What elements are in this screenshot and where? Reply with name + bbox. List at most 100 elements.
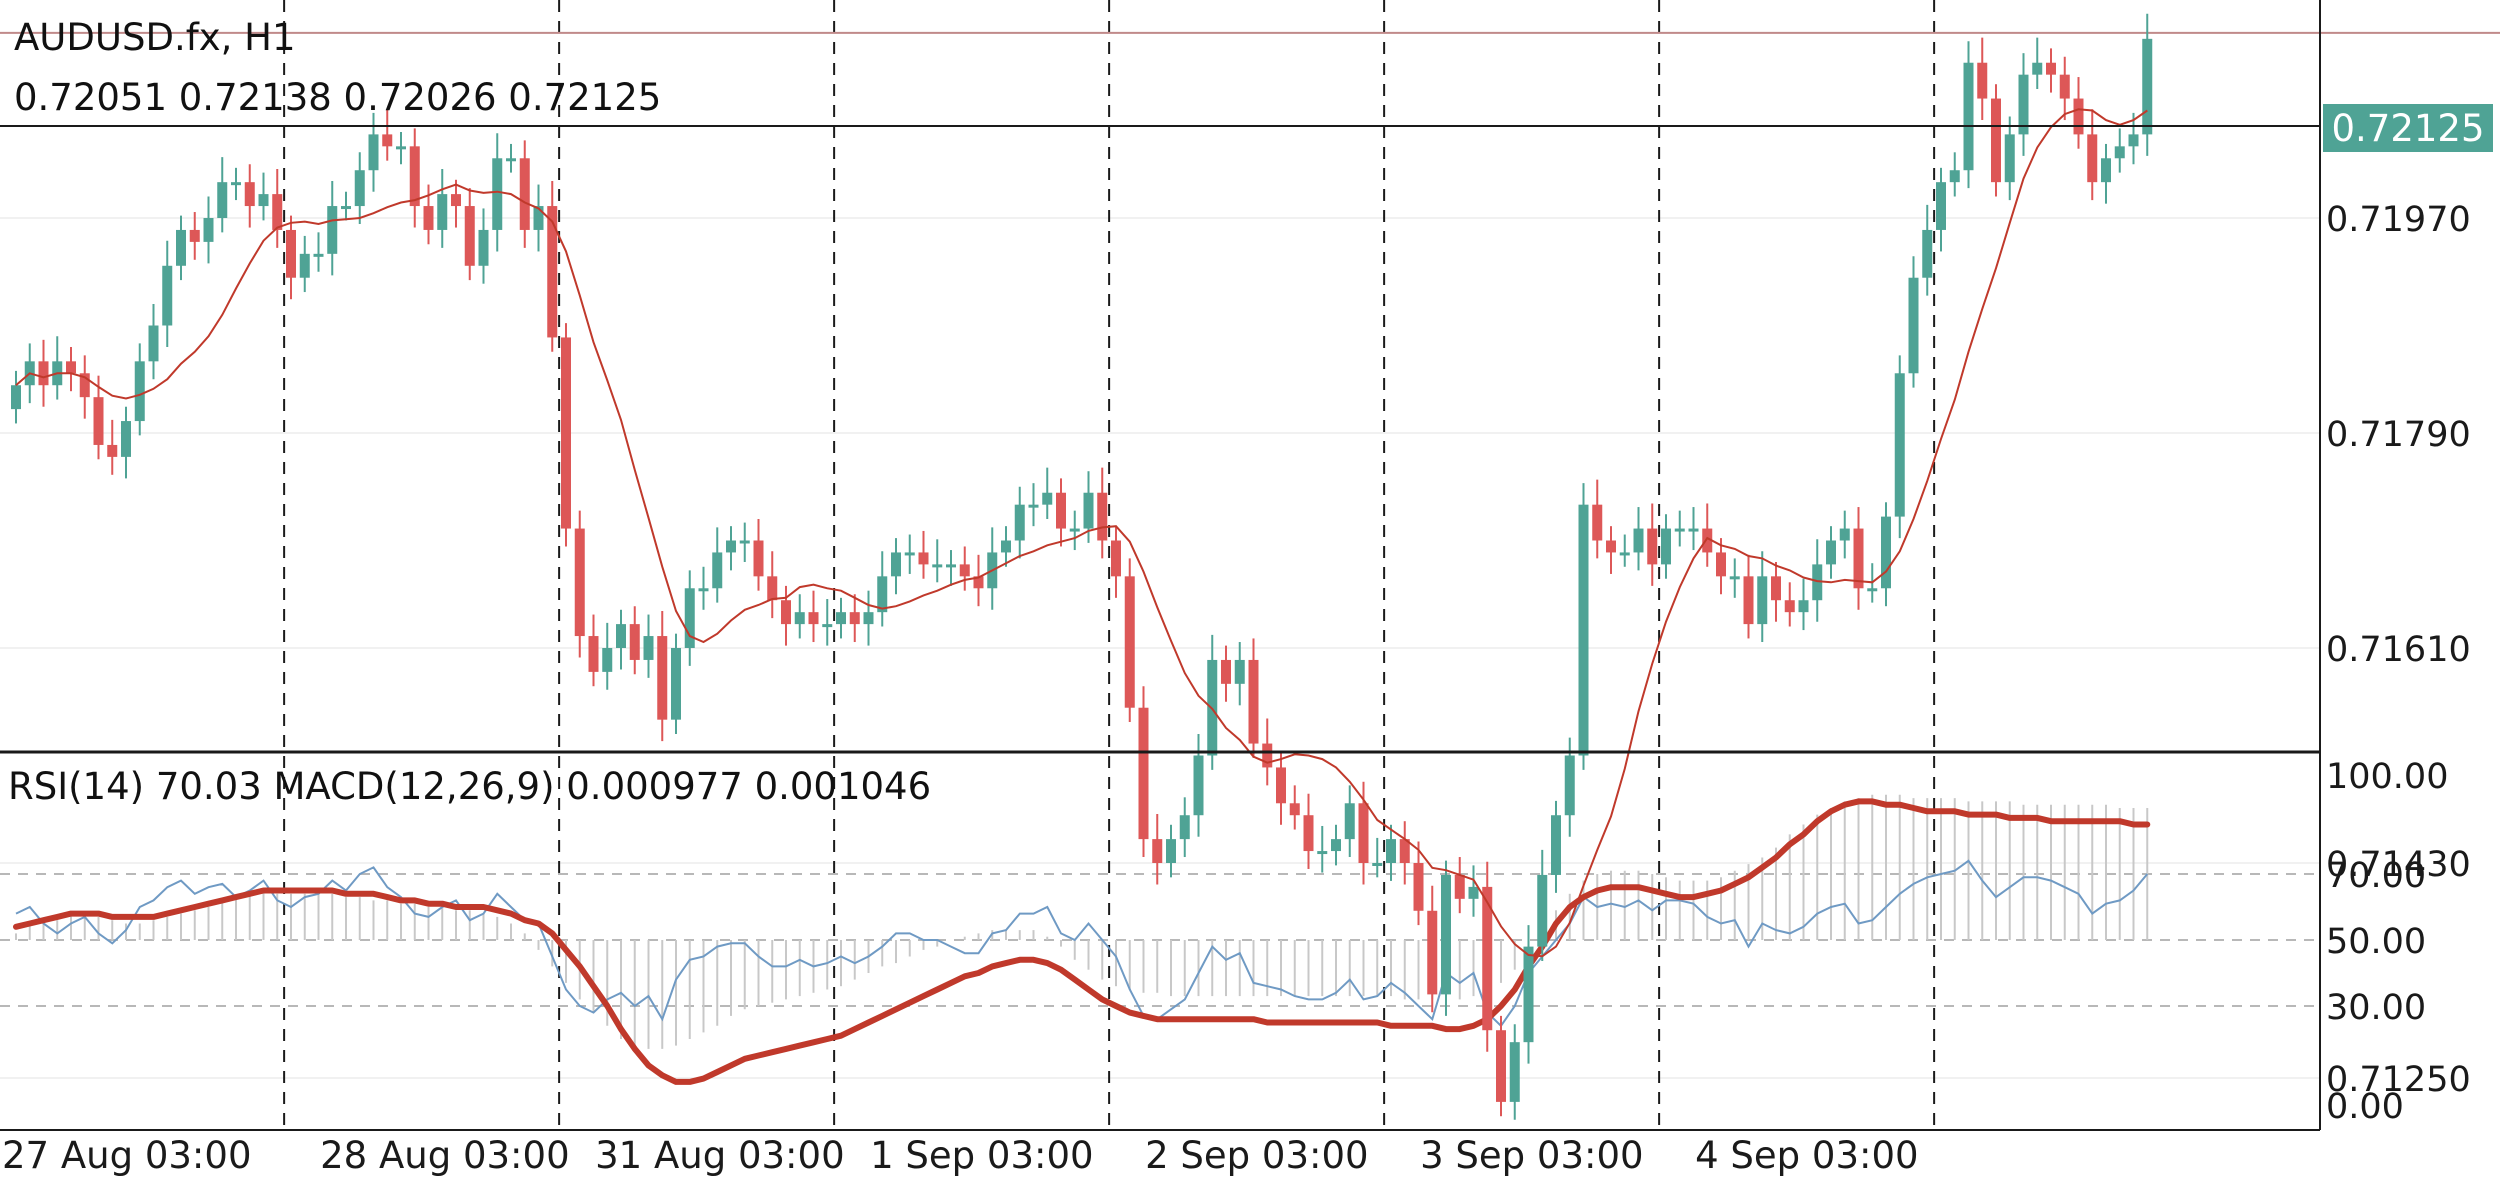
candle-body — [437, 194, 448, 230]
candle-body — [602, 648, 613, 672]
indicator-axis[interactable]: 100.00 70.00 50.00 30.00 0.00 — [2326, 757, 2448, 1127]
candle-body — [1619, 552, 1630, 556]
candle-body — [189, 229, 200, 242]
candle-body — [2032, 62, 2043, 75]
candle-body — [1262, 743, 1273, 768]
price-axis-tick-label: 0.71790 — [2326, 415, 2471, 455]
candle-body — [1028, 504, 1039, 508]
candle-body — [217, 182, 228, 218]
candle-body — [258, 194, 269, 207]
candle-body — [863, 612, 874, 625]
candle-body — [2046, 62, 2056, 75]
candle-body — [959, 564, 970, 577]
price-axis[interactable]: 0.71970 0.71790 0.71610 0.71430 0.71250 — [2326, 200, 2471, 1100]
price-axis-tick-label: 0.71970 — [2326, 200, 2471, 240]
candle-body — [877, 576, 888, 613]
candle-body — [176, 229, 186, 266]
candle-body — [409, 146, 420, 207]
candle-body — [1784, 600, 1795, 613]
candle-body — [2059, 74, 2070, 99]
last-price-tag — [2323, 104, 2493, 152]
candle-body — [561, 337, 571, 529]
candle-body — [396, 146, 406, 150]
time-axis-label: 28 Aug 03:00 — [320, 1134, 569, 1177]
candle-body — [1496, 1030, 1506, 1102]
candle-body — [1441, 874, 1451, 995]
last-price-tag-label: 0.72125 — [2331, 107, 2484, 150]
indicator-title: RSI(14) 70.03 MACD(12,26,9) 0.000977 0.0… — [8, 765, 931, 808]
macd-histogram — [15, 794, 2149, 1049]
candle-body — [506, 158, 516, 162]
candle-body — [808, 612, 819, 625]
candle-body — [1248, 659, 1259, 744]
candle-body — [244, 182, 255, 207]
candle-body — [1482, 886, 1493, 1031]
rsi-line — [15, 859, 2149, 1028]
candle-body — [1647, 528, 1658, 565]
time-axis-label: 31 Aug 03:00 — [595, 1134, 844, 1177]
candle-body — [2114, 146, 2125, 159]
candle-body — [849, 612, 860, 625]
candle-body — [1289, 803, 1300, 816]
candle-body — [1358, 803, 1369, 863]
candle-body — [286, 229, 296, 278]
candle-body — [1111, 540, 1121, 577]
candlestick-series — [11, 13, 2153, 1120]
candle-body — [932, 564, 943, 568]
candle-body — [1963, 62, 1974, 171]
candle-body — [1386, 839, 1396, 863]
candle-body — [1908, 277, 1919, 374]
candle-body — [1633, 528, 1644, 553]
candle-body — [1042, 492, 1053, 505]
candle-body — [1661, 528, 1671, 565]
symbol-title: AUDUSD.fx, H1 — [14, 16, 296, 59]
candle-body — [299, 253, 310, 278]
candle-body — [1372, 863, 1383, 866]
time-axis[interactable]: 27 Aug 03:00 28 Aug 03:00 31 Aug 03:00 1 Se… — [2, 1134, 1919, 1177]
candle-body — [574, 528, 585, 637]
candle-body — [203, 218, 214, 242]
candle-body — [767, 576, 778, 601]
indicator-axis-tick-label: 70.00 — [2326, 856, 2426, 896]
candle-body — [891, 552, 901, 577]
candle-body — [1001, 540, 1011, 553]
candle-body — [1564, 755, 1575, 816]
candle-body — [272, 194, 283, 230]
candle-body — [1523, 946, 1534, 1043]
candle-body — [973, 576, 984, 589]
candle-body — [1826, 540, 1836, 565]
time-axis-label: 1 Sep 03:00 — [870, 1134, 1093, 1177]
candle-body — [423, 206, 434, 230]
candle-body — [1729, 576, 1740, 580]
candle-body — [547, 206, 558, 338]
candle-body — [726, 540, 736, 553]
candle-body — [1771, 576, 1781, 601]
candle-body — [2004, 134, 2015, 183]
candle-body — [492, 158, 503, 230]
candle-body — [1097, 492, 1108, 541]
candle-body — [1936, 182, 1946, 230]
candle-body — [643, 636, 654, 660]
candle-body — [1303, 815, 1314, 852]
moving-average-line — [15, 108, 2148, 958]
candle-body — [1757, 576, 1768, 625]
candle-body — [1839, 528, 1850, 541]
candle-body — [616, 624, 626, 648]
candle-body — [684, 588, 695, 648]
candle-body — [629, 624, 640, 660]
candle-body — [121, 421, 131, 457]
macd-signal-line — [13, 798, 2151, 1085]
candle-body — [66, 361, 76, 374]
candle-body — [313, 253, 324, 257]
candle-body — [2101, 158, 2111, 183]
candle-body — [946, 564, 956, 568]
candle-body — [533, 206, 544, 230]
candle-body — [1276, 767, 1286, 804]
candle-body — [93, 397, 104, 445]
candle-body — [2073, 98, 2084, 135]
candle-body — [1454, 874, 1465, 899]
candle-body — [478, 229, 489, 266]
candle-body — [1949, 170, 1960, 183]
candle-body — [2128, 134, 2139, 147]
